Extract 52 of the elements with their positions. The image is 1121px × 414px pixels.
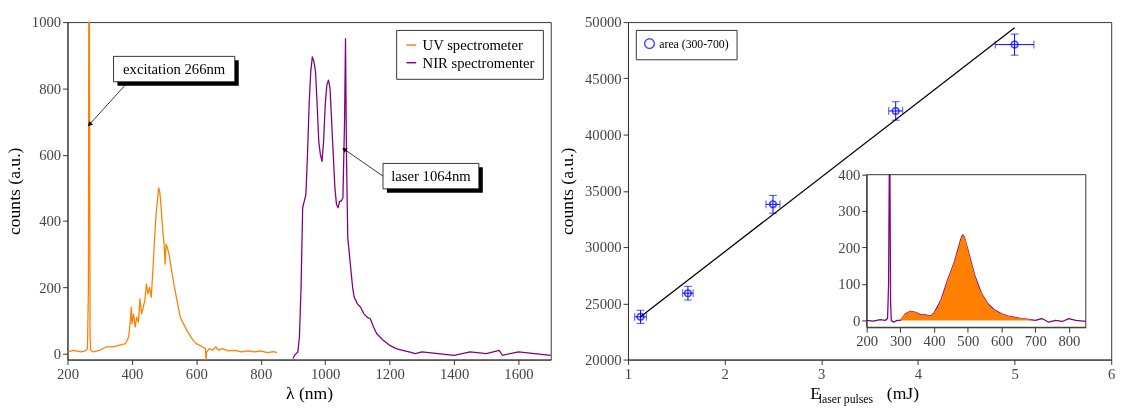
line-series bbox=[866, 174, 1087, 323]
legend-label: NIR spectromenter bbox=[422, 54, 535, 71]
y-tick-label: 600 bbox=[39, 147, 62, 164]
x-tick-label: 1400 bbox=[439, 365, 470, 382]
y-tick-label: 800 bbox=[39, 80, 62, 97]
y-tick-label: 200 bbox=[838, 239, 861, 256]
x-tick-label: 800 bbox=[250, 365, 273, 382]
x-tick-label: 1600 bbox=[504, 365, 534, 382]
x-tick-label: 700 bbox=[1024, 333, 1047, 350]
x-tick-label: 400 bbox=[923, 333, 946, 350]
y-tick-label: 200 bbox=[39, 279, 62, 296]
annotation: excitation 266nm bbox=[123, 60, 226, 77]
y-tick-label: 25000 bbox=[585, 295, 622, 312]
x-tick-label: 600 bbox=[185, 365, 208, 382]
y-axis-title: counts (a.u.) bbox=[557, 147, 578, 236]
x-tick-label: 1 bbox=[624, 365, 633, 382]
y-tick-label: 1000 bbox=[31, 14, 62, 31]
y-tick-label: 400 bbox=[39, 213, 62, 230]
y-tick-label: 30000 bbox=[585, 239, 622, 256]
legend-label: area (300-700) bbox=[659, 37, 729, 51]
x-tick-label: 800 bbox=[1058, 333, 1081, 350]
y-tick-label: 40000 bbox=[585, 126, 622, 143]
x-tick-label: 300 bbox=[889, 333, 912, 350]
y-tick-label: 100 bbox=[838, 276, 861, 293]
point bbox=[1010, 40, 1019, 49]
x-axis-title: λ (nm) bbox=[286, 383, 334, 404]
point bbox=[768, 200, 778, 209]
x-tick-label: 6 bbox=[1108, 365, 1116, 382]
x-tick-label: 1000 bbox=[311, 365, 341, 382]
y-tick-label: 45000 bbox=[585, 70, 622, 87]
y-tick-label: 0 bbox=[852, 312, 861, 329]
x-tick-label: 4 bbox=[914, 365, 923, 382]
x-tick-label: 5 bbox=[1011, 365, 1019, 382]
y-tick-label: 35000 bbox=[585, 183, 622, 200]
line-series bbox=[292, 38, 552, 360]
x-tick-label: 200 bbox=[56, 365, 79, 382]
y-axis-title: counts (a.u.) bbox=[4, 147, 25, 236]
legend-label: UV spectrometer bbox=[422, 36, 523, 53]
y-tick-label: 50000 bbox=[585, 14, 622, 31]
annotation: laser 1064nm bbox=[391, 168, 472, 185]
x-tick-label: 600 bbox=[991, 333, 1013, 350]
y-tick-label: 400 bbox=[838, 167, 861, 184]
point bbox=[891, 106, 900, 116]
x-tick-label: 2 bbox=[721, 365, 729, 382]
x-tick-label: 400 bbox=[121, 365, 144, 382]
x-tick-label: 200 bbox=[856, 333, 879, 350]
x-tick-label: 1200 bbox=[375, 365, 405, 382]
x-tick-label: 3 bbox=[818, 365, 826, 382]
y-tick-label: 20000 bbox=[585, 351, 622, 368]
x-tick-label: 500 bbox=[957, 333, 980, 350]
y-tick-label: 0 bbox=[53, 345, 62, 362]
y-tick-label: 300 bbox=[838, 203, 861, 220]
